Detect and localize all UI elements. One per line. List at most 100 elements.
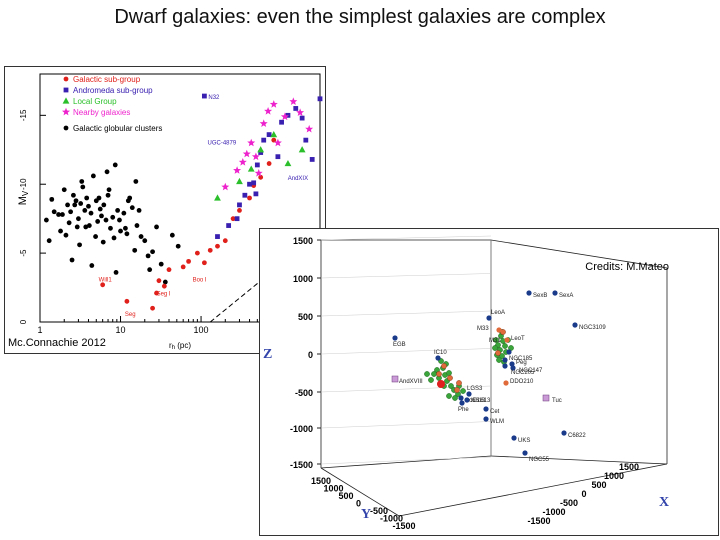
data-point-andromeda-sub-group	[293, 106, 299, 111]
data-point-andromeda-sub-group	[247, 181, 252, 187]
x-axis-label: rh (pc)	[169, 341, 191, 351]
data-point-galactic-sub-group	[201, 260, 207, 266]
data-point-nearby-galaxies	[242, 149, 251, 158]
data-point-nearby-galaxies	[264, 107, 273, 115]
data-point-galactic-globular-clusters	[147, 267, 153, 273]
legend-marker	[63, 76, 69, 82]
data-point-nearby-galaxies	[296, 108, 305, 116]
satellite-point	[446, 393, 452, 399]
galaxy-label: SexA	[559, 293, 573, 299]
data-point-andromeda-sub-group	[215, 234, 220, 239]
galaxy-label: AndXVIII	[399, 379, 423, 385]
data-point-nearby-galaxies	[269, 100, 278, 108]
data-point-andromeda-sub-group	[279, 119, 284, 125]
x-tick-label: -1000	[542, 507, 565, 517]
data-point-galactic-globular-clusters	[142, 238, 148, 244]
y-axis-label: MV	[17, 190, 30, 205]
galaxy-point	[466, 391, 472, 397]
galaxy-point	[464, 397, 470, 403]
data-point-galactic-globular-clusters	[145, 253, 151, 259]
z-tick-label: -1500	[290, 460, 313, 470]
y-tick-label: 0	[19, 319, 28, 324]
z-gridline	[320, 456, 492, 465]
z-gridline	[320, 385, 492, 393]
data-point-galactic-sub-group	[258, 174, 264, 180]
data-point-galactic-globular-clusters	[83, 224, 89, 230]
data-point-galactic-globular-clusters	[60, 212, 65, 217]
galaxy-label: NGC55	[529, 457, 550, 463]
galaxy-label: Cet	[490, 409, 500, 415]
data-point-galactic-sub-group	[194, 250, 200, 256]
data-point-local-group	[298, 146, 306, 153]
galaxy-label: C6822	[568, 433, 586, 439]
satellite-point	[436, 371, 442, 377]
data-point-nearby-galaxies	[280, 112, 289, 121]
point-annotation: Seg I	[157, 291, 171, 297]
satellite-point	[431, 371, 437, 377]
galaxy-point	[526, 290, 532, 296]
data-point-galactic-globular-clusters	[96, 195, 102, 201]
data-point-galactic-sub-group	[247, 195, 252, 201]
x-axis-title: X	[659, 495, 669, 510]
galaxy-label: NGC3109	[579, 325, 606, 331]
galaxy-point	[458, 395, 464, 401]
data-point-galactic-globular-clusters	[90, 173, 96, 179]
data-point-galactic-globular-clusters	[117, 217, 122, 223]
z-gridline	[320, 235, 492, 241]
y-tick-label: 1000	[323, 484, 343, 494]
galaxy-point	[506, 349, 512, 355]
satellite-point	[454, 387, 460, 393]
plot-frame	[39, 73, 321, 323]
data-point-galactic-globular-clusters	[58, 228, 63, 234]
point-annotation: AndXIX	[288, 176, 308, 182]
data-point-galactic-sub-group	[222, 238, 228, 244]
z-gridline	[320, 421, 492, 429]
x-tick-label: 10	[116, 325, 126, 335]
box-edge	[490, 239, 668, 269]
satellite-point	[428, 377, 434, 383]
x-tick-label: -500	[560, 498, 578, 508]
data-point-galactic-globular-clusters	[74, 224, 80, 230]
legend-marker	[63, 125, 69, 131]
satellite-point	[460, 388, 466, 394]
data-point-nearby-galaxies	[305, 124, 314, 133]
satellite-point	[496, 357, 502, 363]
y-tick-label: -500	[370, 506, 388, 516]
galaxy-label: IC10	[434, 350, 447, 356]
data-point-andromeda-sub-group	[242, 192, 248, 198]
galaxy-label: LeoT	[511, 336, 525, 342]
z-tick-label: 1000	[293, 274, 313, 284]
galaxy-label: WLM	[490, 419, 504, 425]
data-point-galactic-sub-group	[154, 290, 159, 296]
data-point-galactic-globular-clusters	[77, 242, 82, 248]
page-title: Dwarf galaxies: even the simplest galaxi…	[114, 6, 606, 28]
data-point-galactic-globular-clusters	[103, 217, 109, 223]
data-point-local-group	[257, 146, 265, 153]
data-point-galactic-globular-clusters	[118, 228, 123, 234]
point-annotation: Seg	[125, 312, 136, 318]
galaxy-label: EGB	[393, 342, 406, 348]
x-tick-label: 500	[591, 480, 606, 490]
data-point-local-group	[247, 165, 255, 172]
data-point-galactic-globular-clusters	[51, 209, 57, 215]
data-point-galactic-globular-clusters	[88, 210, 94, 216]
satellite-point	[448, 383, 454, 389]
data-point-galactic-globular-clusters	[80, 184, 86, 190]
data-point-galactic-globular-clusters	[101, 202, 107, 208]
data-point-galactic-sub-group	[156, 278, 162, 284]
z-tick-label: 0	[308, 350, 313, 360]
x-tick-label: 100	[194, 325, 209, 335]
y-tick-label: 1500	[311, 476, 331, 486]
data-point-galactic-sub-group	[161, 283, 167, 289]
galaxy-label: LeoA	[491, 310, 505, 316]
galaxy-label: SexB	[533, 293, 547, 299]
y-tick-label: -5	[19, 249, 28, 257]
data-point-galactic-globular-clusters	[115, 208, 121, 213]
satellite-point	[452, 395, 458, 401]
galaxy-label: LGS3	[467, 386, 483, 392]
galaxy-point	[522, 450, 528, 456]
data-point-galactic-globular-clusters	[56, 212, 61, 217]
data-point-galactic-globular-clusters	[73, 198, 79, 204]
x-tick-label: -1500	[527, 516, 550, 526]
z-axis-title: Z	[263, 347, 272, 362]
